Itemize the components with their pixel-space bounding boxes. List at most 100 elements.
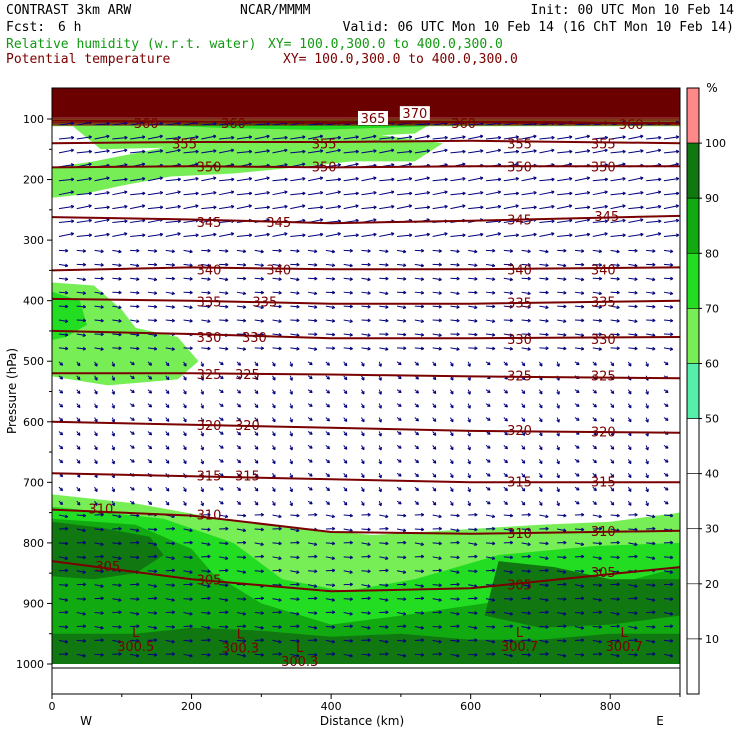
colorbar-swatch [686,87,700,144]
wind-arrow [628,277,638,281]
wind-arrow [219,568,229,573]
wind-arrow [308,149,324,154]
wind-arrow [485,639,496,644]
colorbar-unit: % [706,81,717,95]
wind-arrow [183,639,193,643]
wind-arrow [147,149,164,154]
wind-arrow [646,639,656,644]
wind-arrow [130,555,140,560]
wind-arrow [112,598,122,602]
wind-arrow [343,248,353,253]
colorbar-label: 10 [705,633,719,646]
wind-arrow [272,232,288,237]
wind-arrow [485,304,496,309]
wind-arrow [379,639,389,644]
theta-contour-360 [52,119,680,125]
wind-arrow [147,134,163,140]
wind-arrow [379,190,395,196]
wind-arrow [147,291,158,295]
wind-arrow [58,583,69,588]
model-title: CONTRAST 3km ARW [6,3,131,18]
wind-arrow [254,389,259,395]
theta-label: 315 [507,475,532,490]
wind-arrow [219,346,229,351]
wind-arrow [183,135,199,140]
wind-arrow [379,204,395,210]
wind-arrow [397,290,407,295]
wind-arrow [130,233,146,238]
wind-arrow [272,277,282,281]
wind-arrow [254,319,264,323]
wind-arrow [308,249,318,254]
wind-arrow [627,361,632,367]
wind-arrow [521,459,526,464]
wind-arrow [147,389,153,394]
wind-arrow [254,459,259,464]
wind-arrow [557,135,573,140]
wind-arrow [539,290,549,295]
wind-arrow [432,204,448,210]
wind-arrow [663,149,680,154]
wind-arrow [236,445,242,450]
wind-arrow [308,318,318,323]
theta-label: 355 [507,137,532,152]
wind-arrow [58,277,69,281]
wind-arrow [379,568,389,573]
wind-arrow [485,652,496,656]
wind-arrow [663,612,674,616]
wind-arrow [58,346,69,351]
wind-arrow [58,248,69,253]
wind-arrow [574,652,585,657]
wind-arrow [592,219,608,224]
wind-arrow [610,361,615,367]
wind-arrow [112,177,128,182]
wind-arrow [468,305,478,310]
wind-arrow [646,346,656,351]
wind-arrow [449,500,454,506]
wind-arrow [236,653,247,658]
wind-arrow [218,403,224,407]
wind-arrow [58,417,64,422]
theta-label: 335 [252,295,277,310]
wind-arrow [165,318,175,323]
wind-arrow [94,542,104,547]
wind-arrow [361,431,365,437]
wind-arrow [219,190,235,196]
wind-arrow [290,277,300,282]
wind-arrow [378,403,382,409]
wind-arrow [610,346,620,351]
wind-arrow [432,403,437,408]
wind-arrow [236,361,242,366]
wind-arrow [379,526,389,531]
wind-arrow [200,389,205,395]
wind-arrow [574,346,585,351]
wind-arrow [325,346,336,351]
wind-arrow [308,305,318,309]
wind-arrow [254,149,270,154]
low-value: 300.5 [117,640,154,655]
wind-arrow [308,596,318,601]
wind-arrow [574,611,585,615]
wind-arrow [254,305,264,310]
wind-arrow [396,500,402,505]
wind-arrow [521,232,537,237]
wind-arrow [485,568,496,573]
wind-arrow [432,445,437,450]
wind-arrow [539,219,555,224]
wind-arrow [200,486,205,493]
wind-arrow [361,361,365,367]
wind-arrow [485,277,496,281]
wind-arrow [557,332,567,337]
wind-arrow [449,431,454,437]
wind-arrow [449,361,454,367]
wind-arrow [503,291,514,295]
wind-arrow [485,625,496,629]
wind-arrow [272,639,282,644]
wind-arrow [343,177,359,182]
wind-arrow [94,596,104,601]
wind-arrow [183,204,199,210]
wind-arrow [396,403,402,407]
theta-contour-330 [52,329,680,340]
